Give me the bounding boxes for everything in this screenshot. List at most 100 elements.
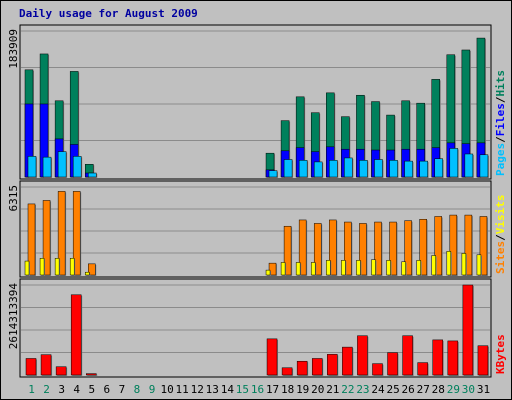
- bar-kbytes-day-4: [70, 294, 82, 376]
- day-label-16: 16: [251, 383, 264, 396]
- bar-visits-day-19: [295, 262, 301, 276]
- day-label-17: 17: [266, 383, 279, 396]
- axis-max-label: 183909: [7, 29, 20, 69]
- day-label-7: 7: [119, 383, 126, 396]
- bar-sites-day-28: [434, 216, 442, 276]
- bar-sites-day-19: [298, 219, 307, 276]
- day-label-18: 18: [281, 383, 294, 396]
- bar-visits-day-30: [461, 253, 467, 276]
- bar-pages-day-5: [88, 172, 97, 178]
- bar-kbytes-day-30: [462, 284, 474, 376]
- day-label-20: 20: [311, 383, 324, 396]
- bar-pages-day-28: [434, 158, 443, 178]
- day-label-12: 12: [191, 383, 204, 396]
- bar-visits-day-29: [446, 251, 452, 276]
- legend-hits-files-pages: Pages/Files/Hits: [494, 70, 507, 176]
- bar-kbytes-day-29: [447, 340, 459, 376]
- bar-sites-day-17: [268, 262, 277, 276]
- bar-sites-day-1: [27, 203, 36, 276]
- panel-frame: [19, 24, 492, 180]
- bar-sites-day-25: [389, 221, 397, 276]
- legend-entry: Visits: [494, 195, 507, 235]
- bar-kbytes-day-28: [432, 339, 443, 376]
- bar-sites-day-3: [57, 191, 66, 276]
- day-label-6: 6: [104, 383, 111, 396]
- day-label-11: 11: [176, 383, 189, 396]
- bar-visits-day-20: [310, 262, 316, 276]
- chart-panels: 183909Pages/Files/Hits6315Sites/Visits26…: [7, 24, 507, 378]
- legend-entry: Sites: [494, 241, 507, 274]
- bar-visits-day-27: [416, 260, 421, 276]
- bar-visits-day-25: [386, 260, 391, 276]
- bar-kbytes-day-24: [372, 363, 383, 376]
- legend-entry: /: [494, 136, 507, 143]
- legend-entry: Files: [494, 103, 507, 136]
- bar-pages-day-22: [344, 157, 353, 178]
- day-label-30: 30: [462, 383, 475, 396]
- bar-pages-day-24: [374, 159, 383, 178]
- bar-sites-day-22: [344, 221, 352, 276]
- bar-pages-day-27: [419, 160, 428, 178]
- bar-pages-day-17: [268, 170, 278, 178]
- bar-pages-day-30: [464, 153, 474, 178]
- legend-entry: /: [494, 234, 507, 241]
- bar-kbytes-day-21: [327, 354, 338, 376]
- legend-entry: Hits: [494, 70, 507, 97]
- bar-kbytes-day-17: [266, 338, 278, 376]
- bar-sites-day-23: [359, 223, 367, 276]
- bar-pages-day-19: [298, 160, 308, 178]
- legend-sites-visits: Sites/Visits: [494, 195, 507, 275]
- day-label-23: 23: [356, 383, 369, 396]
- day-label-19: 19: [296, 383, 309, 396]
- bar-kbytes-day-1: [25, 358, 37, 376]
- panel-kbytes: 2614313394 KBytes: [7, 278, 507, 378]
- day-label-9: 9: [149, 383, 156, 396]
- bar-sites-day-20: [313, 223, 322, 276]
- bar-sites-day-24: [374, 221, 382, 276]
- day-label-22: 22: [341, 383, 354, 396]
- axis-max-label: 2614313394: [7, 283, 20, 350]
- bar-pages-day-29: [449, 148, 459, 178]
- bar-kbytes-day-20: [311, 358, 323, 376]
- bar-kbytes-day-23: [357, 335, 368, 376]
- bar-kbytes-day-19: [296, 360, 308, 376]
- day-label-2: 2: [43, 383, 50, 396]
- bar-pages-day-25: [389, 160, 398, 178]
- bar-sites-day-27: [419, 219, 427, 276]
- day-label-8: 8: [134, 383, 141, 396]
- bar-shadow: [87, 374, 98, 376]
- legend-kbytes: KBytes: [494, 334, 507, 374]
- bar-kbytes-day-31: [477, 345, 489, 376]
- chart-title: Daily usage for August 2009: [19, 7, 198, 20]
- day-label-14: 14: [221, 383, 235, 396]
- day-label-25: 25: [386, 383, 399, 396]
- bar-visits-day-4: [69, 258, 75, 276]
- bar-visits-day-3: [54, 258, 60, 276]
- bar-visits-day-5: [85, 271, 90, 276]
- day-label-1: 1: [28, 383, 35, 396]
- bar-pages-day-21: [329, 160, 338, 178]
- bar-pages-day-3: [57, 151, 67, 178]
- day-label-28: 28: [432, 383, 445, 396]
- bar-visits-day-2: [39, 258, 45, 276]
- bar-pages-day-31: [479, 154, 489, 178]
- bar-sites-day-26: [404, 220, 412, 276]
- legend-entry: Pages: [494, 143, 507, 176]
- bar-pages-day-18: [283, 159, 293, 178]
- bar-sites-day-21: [329, 219, 337, 276]
- bar-visits-day-26: [401, 261, 406, 276]
- bar-kbytes-day-25: [387, 352, 398, 376]
- legend-entry: /: [494, 96, 507, 103]
- bar-sites-day-18: [283, 225, 292, 276]
- bar-sites-day-2: [42, 200, 51, 276]
- day-label-27: 27: [417, 383, 430, 396]
- bar-sites-day-30: [464, 214, 473, 276]
- day-label-10: 10: [160, 383, 173, 396]
- bar-visits-day-31: [476, 254, 482, 276]
- bar-pages-day-2: [42, 156, 52, 178]
- bar-kbytes-day-2: [40, 354, 52, 376]
- day-label-13: 13: [206, 383, 219, 396]
- day-label-24: 24: [371, 383, 385, 396]
- panel-frame: [19, 278, 492, 378]
